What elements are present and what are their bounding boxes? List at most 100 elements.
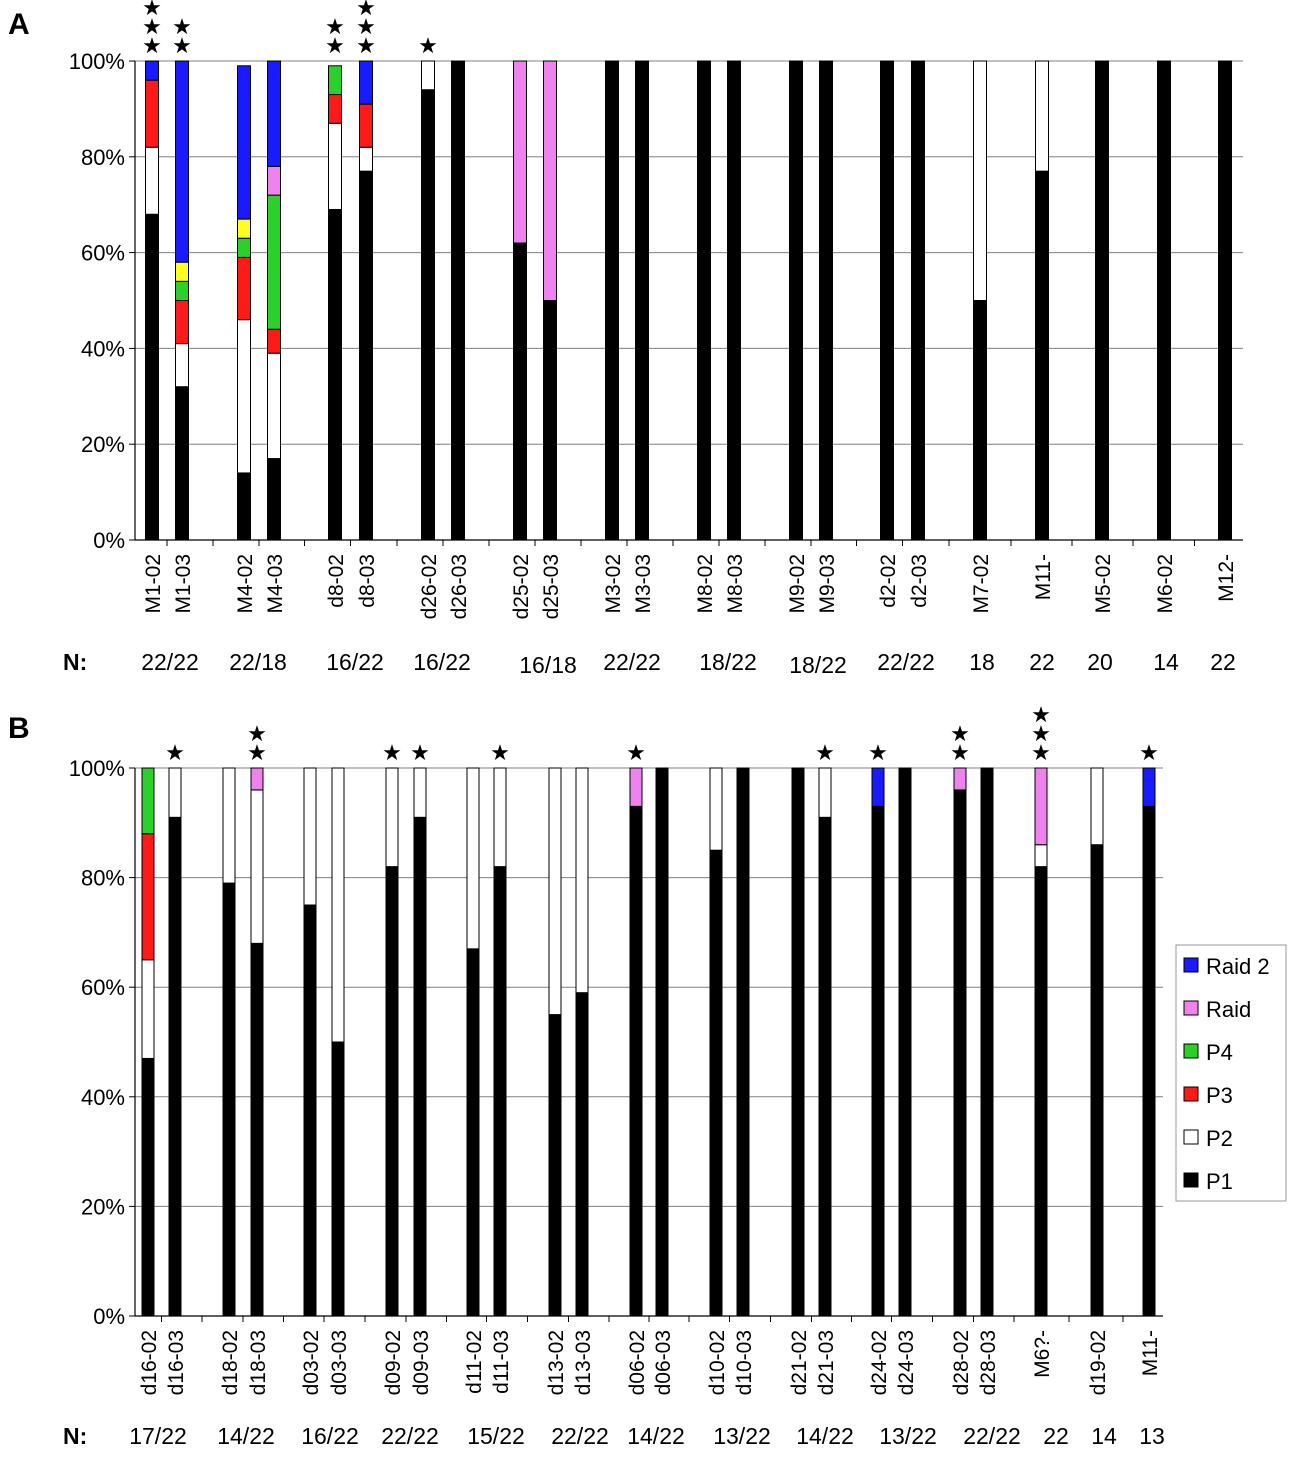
bar-segment-p1 [141,1057,155,1317]
bar-d25-02 [513,60,527,541]
bar-segment-p1 [413,816,427,1317]
bar-segment-raid [953,767,967,791]
n-count-label: 22/22 [877,649,935,675]
y-tick-label: 20% [81,1194,125,1219]
bar-segment-raid-2 [145,60,159,81]
bar-segment-p2 [709,767,723,851]
bar-M1-03 [175,60,189,541]
bar-segment-p1 [1034,866,1048,1317]
significance-star: ★ [1139,740,1159,765]
n-count-label: 22/22 [551,1423,609,1449]
bar-segment-p1 [980,767,994,1317]
y-tick-label: 60% [81,975,125,1000]
bar-d18-03 [250,767,264,1317]
n-prefix: N: [63,649,87,675]
bar-segment-p1 [385,866,399,1317]
bar-segment-p1 [168,816,182,1317]
bar-segment-p1 [871,805,885,1317]
legend-label: P2 [1206,1126,1233,1151]
significance-star: ★ [1031,740,1051,765]
bar-segment-p1 [359,170,373,541]
x-category-label: d21-02 [788,1330,811,1395]
bar-segment-p1 [250,942,264,1317]
x-category-label: M6-02 [1154,554,1177,614]
bar-segment-p2 [145,146,159,215]
significance-star: ★ [950,721,970,746]
n-count-label: 13/22 [879,1423,937,1449]
x-category-label: d8-03 [356,554,379,608]
n-count-label: 22/22 [141,649,199,675]
bar-segment-raid [1034,767,1048,846]
x-category-label: d13-03 [572,1330,595,1395]
bar-d16-03 [168,767,182,1317]
bar-segment-raid [543,60,557,301]
bar-segment-p1 [1090,844,1104,1317]
bar-d24-03 [898,767,912,1317]
bar-segment-p5 [237,218,251,239]
bar-d26-02 [421,60,435,541]
x-category-label: d13-02 [545,1330,568,1395]
bar-d10-03 [736,767,750,1317]
bar-segment-p2 [1035,60,1049,172]
bar-d19-02 [1090,767,1104,1317]
significance-star: ★ [418,33,438,58]
bar-segment-p2 [267,352,281,460]
bar-segment-p3 [267,328,281,354]
bar-segment-p1 [175,386,189,541]
bar-segment-p2 [175,343,189,388]
bar-d06-02 [629,767,643,1317]
bar-segment-p2 [548,767,562,1016]
bar-d18-02 [222,767,236,1317]
legend-label: Raid [1206,997,1251,1022]
significance-star: ★ [1031,702,1051,727]
bar-segment-p1 [655,767,669,1317]
bar-d21-03 [818,767,832,1317]
bar-M4-03 [267,60,281,541]
bar-segment-p1 [513,242,527,541]
bar-d09-02 [385,767,399,1317]
significance-star: ★ [1031,721,1051,746]
legend-label: P1 [1206,1169,1233,1194]
x-category-label: d8-02 [325,554,348,608]
n-count-label: 18 [969,649,995,675]
legend-label: Raid 2 [1206,954,1270,979]
bar-segment-raid-2 [175,60,189,263]
significance-star: ★ [815,740,835,765]
x-category-label: d18-03 [247,1330,270,1395]
significance-star: ★ [868,740,888,765]
y-tick-label: 20% [81,432,125,457]
bar-d28-02 [953,767,967,1317]
bar-M11- [1142,767,1156,1317]
significance-star: ★ [172,14,192,39]
significance-star: ★ [142,0,162,20]
bar-segment-p1 [543,300,557,541]
bar-M6?- [1034,767,1048,1317]
bar-d8-02 [328,65,342,541]
x-category-label: M6?- [1031,1330,1054,1378]
y-tick-label: 40% [81,336,125,361]
bar-d10-02 [709,767,723,1317]
bar-segment-p1 [237,472,251,541]
n-count-label: 18/22 [699,649,757,675]
significance-star: ★ [490,740,510,765]
x-category-label: M4-02 [234,554,257,614]
panel-b: B0%20%40%60%80%100%d16-02★d16-03 d18-02★★… [8,702,1287,1449]
bar-segment-p1 [451,60,465,541]
n-count-label: 22 [1029,649,1055,675]
legend-swatch [1183,1043,1199,1059]
bar-segment-p4 [328,65,342,96]
bar-M5-02 [1095,60,1109,541]
x-category-label: d2-03 [908,554,931,608]
bar-segment-p4 [267,194,281,330]
bar-segment-p1 [303,904,317,1317]
bar-segment-p2 [359,146,373,172]
bar-M12- [1218,60,1232,541]
x-category-label: d2-02 [877,554,900,608]
bar-d11-02 [466,767,480,1317]
bar-segment-p3 [237,256,251,321]
significance-star: ★ [382,740,402,765]
x-category-label: d16-02 [138,1330,161,1395]
bar-d2-03 [911,60,925,541]
n-count-label: 13 [1139,1423,1165,1449]
bar-d13-03 [575,767,589,1317]
